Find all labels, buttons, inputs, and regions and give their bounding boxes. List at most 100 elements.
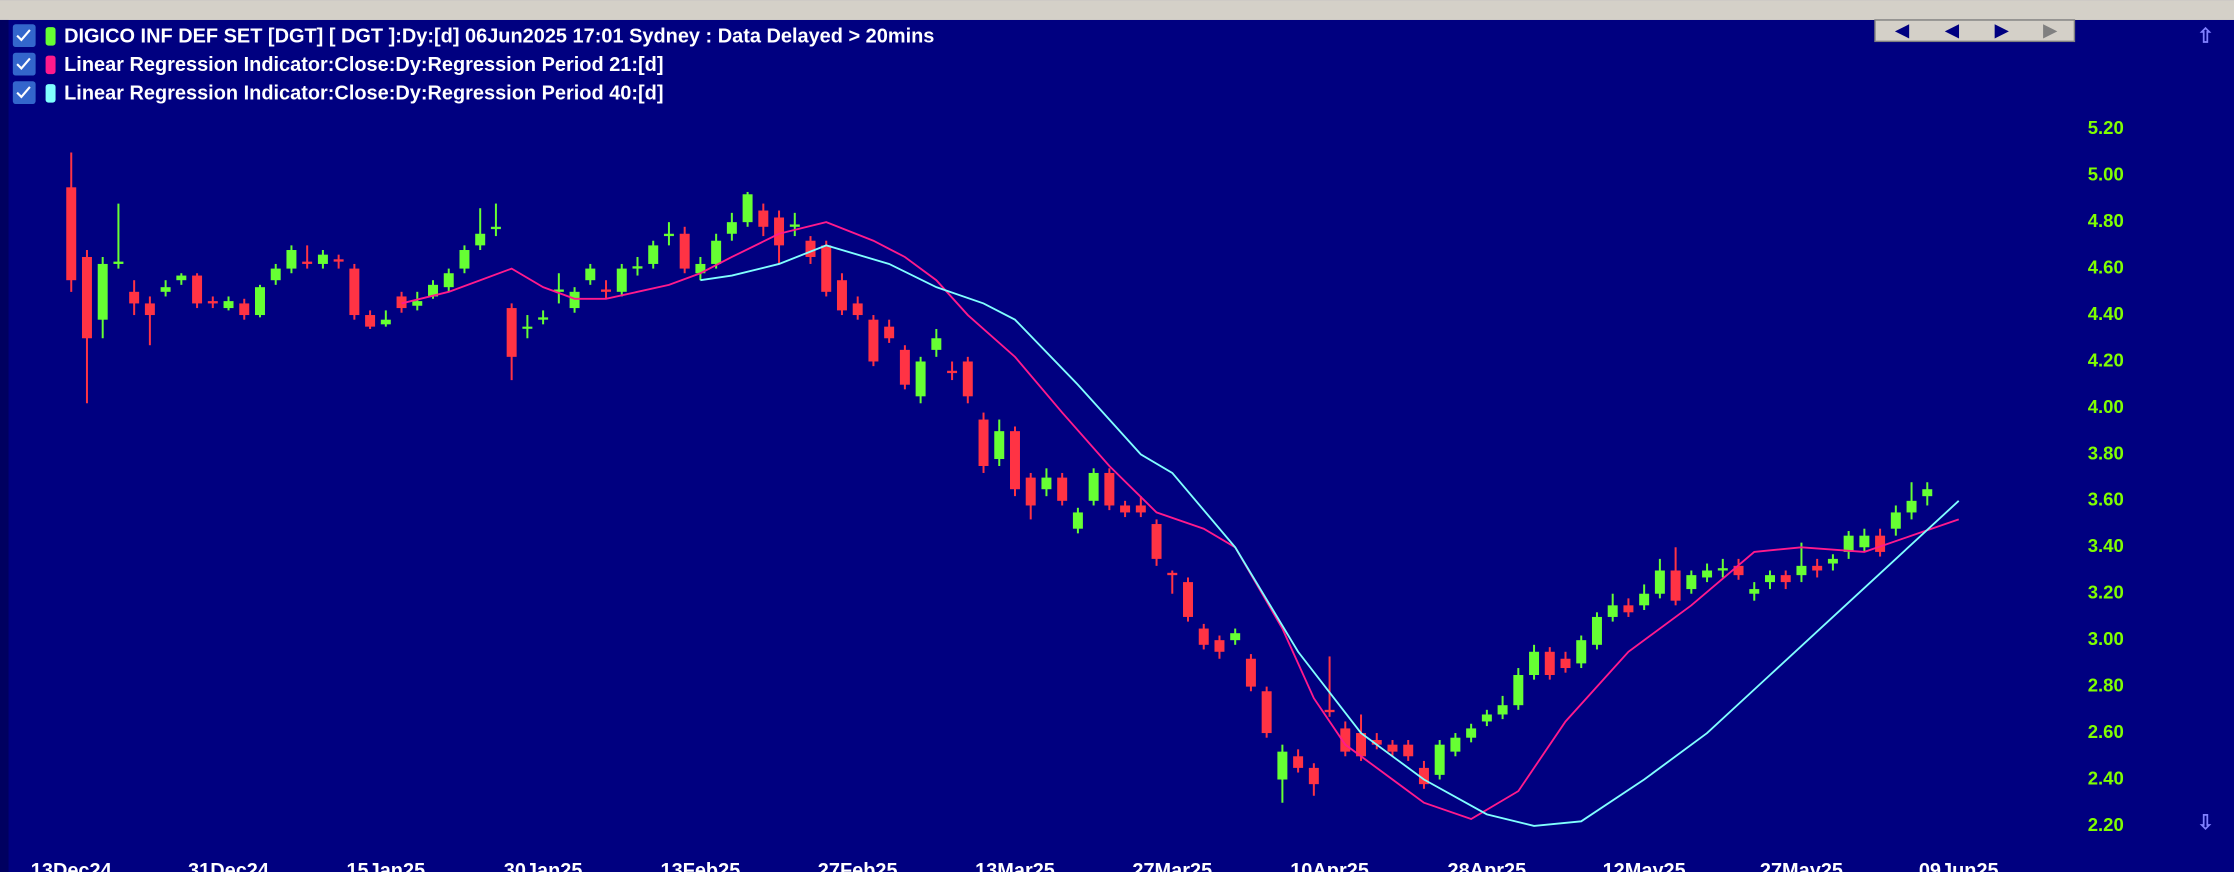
candle-body (1875, 535, 1886, 552)
candle-body (1183, 582, 1193, 617)
candle-body (1812, 565, 1823, 571)
candle-body (1104, 472, 1115, 506)
candle-body (97, 263, 108, 320)
x-tick-label: 27Feb25 (818, 860, 898, 872)
candle-body (821, 245, 832, 292)
candle-body (836, 280, 847, 311)
candle-body (648, 245, 659, 264)
x-tick-label: 31Dec24 (188, 860, 269, 872)
candle-body (506, 308, 517, 357)
candle-body (443, 273, 454, 288)
x-tick-label: 09Jun25 (1919, 860, 1999, 872)
candle-body (428, 284, 438, 297)
candle-body (1371, 740, 1382, 745)
candle-body (679, 233, 690, 269)
candle-body (1560, 658, 1571, 669)
nav-buttons[interactable] (1874, 19, 2076, 43)
candle-body (286, 250, 297, 269)
candle-body (1466, 728, 1477, 738)
candle-body (1513, 675, 1524, 706)
legend: DIGICO INF DEF SET [DGT] [ DGT ]:Dy:[d] … (12, 24, 934, 104)
y-tick-label: 4.80 (2088, 210, 2124, 231)
x-tick-label: 13Mar25 (975, 860, 1055, 872)
legend-swatch (45, 27, 56, 46)
nav-bar (1874, 19, 2076, 43)
candle-body (1922, 489, 1933, 497)
prev-button[interactable] (1944, 24, 1960, 39)
first-button[interactable] (1894, 24, 1910, 39)
candle-body (553, 289, 564, 292)
next-button[interactable] (1994, 24, 2009, 39)
candle-body (1308, 767, 1319, 785)
y-tick-label: 4.20 (2088, 349, 2124, 370)
candle-body (915, 361, 926, 397)
candle-body (255, 287, 265, 316)
candle-body (1387, 744, 1398, 752)
x-tick-label: 28Apr25 (1448, 860, 1527, 872)
candle-body (758, 210, 769, 227)
candle-body (1041, 477, 1052, 490)
scroll-up[interactable]: ⇧ (2197, 25, 2214, 47)
indicator-line (700, 244, 1960, 827)
candle-body (1529, 651, 1540, 676)
candle-body (931, 338, 942, 350)
left-edge (0, 19, 9, 872)
y-tick-label: 4.00 (2088, 396, 2124, 417)
x-tick-label: 27May25 (1760, 860, 1843, 872)
scroll-down[interactable]: ⇩ (2197, 812, 2214, 834)
candle-body (1025, 477, 1036, 506)
candle-body (239, 303, 250, 316)
candle-body (1639, 593, 1650, 606)
candle-body (192, 275, 203, 304)
candle-body (1072, 512, 1083, 529)
candle-body (1324, 709, 1335, 713)
candle-body (1450, 737, 1461, 752)
candle-body (1670, 570, 1681, 601)
candle-body (317, 254, 328, 264)
candle-body (380, 319, 391, 325)
candle-body (144, 303, 155, 316)
candle-body (774, 217, 785, 246)
candle-body (333, 259, 344, 262)
last-button[interactable] (2043, 24, 2058, 39)
candle-body (1057, 477, 1068, 501)
candle-body (1827, 558, 1838, 564)
y-tick-label: 3.80 (2088, 442, 2124, 463)
legend-swatch (45, 55, 56, 75)
candle-body (81, 256, 92, 339)
candle-body (947, 370, 958, 374)
candle-body (1261, 691, 1272, 734)
candle-body (868, 319, 879, 362)
y-tick-label: 3.60 (2088, 489, 2124, 510)
candle-body (1277, 751, 1288, 780)
candle-body (711, 240, 722, 264)
candle-body (1340, 728, 1351, 752)
candle-body (1717, 568, 1728, 571)
legend-label: Linear Regression Indicator:Close:Dy:Reg… (64, 54, 663, 76)
legend-swatch (45, 84, 56, 103)
candle-body (1010, 431, 1020, 490)
candle-body (1245, 658, 1256, 687)
candle-body (1796, 565, 1807, 576)
y-tick-label: 5.20 (2088, 117, 2124, 138)
candle-body (365, 315, 376, 327)
candle-body (1403, 744, 1414, 757)
y-tick-label: 3.20 (2088, 582, 2124, 603)
candle-body (160, 287, 171, 292)
candle-body (1733, 565, 1744, 576)
candle-body (396, 296, 407, 309)
candle-body (490, 226, 501, 230)
x-tick-label: 27Mar25 (1132, 860, 1212, 872)
candle-body (789, 224, 800, 227)
candle-body (1765, 575, 1775, 583)
check-mark (16, 29, 31, 42)
candle-body (569, 291, 580, 309)
y-tick-label: 2.20 (2088, 814, 2124, 835)
candle-body (475, 233, 486, 246)
candle-body (663, 233, 674, 237)
candle-body (1135, 505, 1146, 513)
candle-body (1890, 512, 1901, 529)
candle-body (1214, 640, 1225, 652)
